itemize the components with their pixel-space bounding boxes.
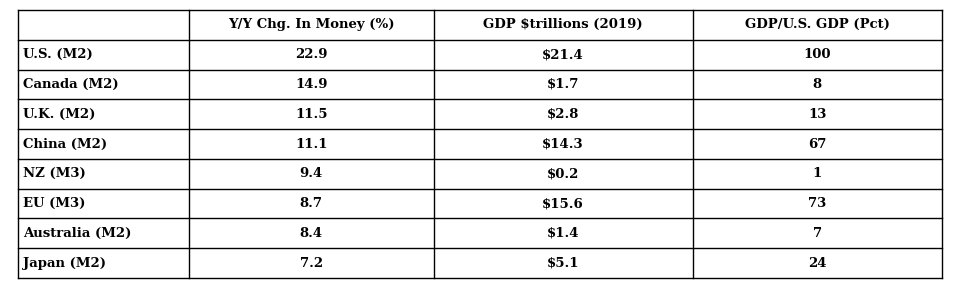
- Text: U.K. (M2): U.K. (M2): [23, 108, 95, 121]
- Text: 11.5: 11.5: [295, 108, 327, 121]
- Text: 9.4: 9.4: [300, 167, 323, 180]
- Text: 24: 24: [808, 257, 827, 270]
- Text: 100: 100: [804, 48, 831, 61]
- Text: 8: 8: [813, 78, 822, 91]
- Text: NZ (M3): NZ (M3): [23, 167, 85, 180]
- Text: 7.2: 7.2: [300, 257, 323, 270]
- Text: China (M2): China (M2): [23, 137, 108, 151]
- Text: GDP/U.S. GDP (Pct): GDP/U.S. GDP (Pct): [745, 18, 890, 31]
- Text: 11.1: 11.1: [295, 137, 327, 151]
- Text: GDP $trillions (2019): GDP $trillions (2019): [483, 18, 643, 31]
- Text: 8.7: 8.7: [300, 197, 323, 210]
- Text: Japan (M2): Japan (M2): [23, 257, 106, 270]
- Text: 73: 73: [808, 197, 827, 210]
- Text: U.S. (M2): U.S. (M2): [23, 48, 93, 61]
- Text: $14.3: $14.3: [542, 137, 584, 151]
- Text: Canada (M2): Canada (M2): [23, 78, 119, 91]
- Text: $0.2: $0.2: [547, 167, 579, 180]
- Text: 1: 1: [812, 167, 822, 180]
- Text: $21.4: $21.4: [542, 48, 584, 61]
- Text: 8.4: 8.4: [300, 227, 323, 240]
- Text: 13: 13: [808, 108, 827, 121]
- Text: Australia (M2): Australia (M2): [23, 227, 132, 240]
- Text: $5.1: $5.1: [547, 257, 580, 270]
- Text: 67: 67: [808, 137, 827, 151]
- Text: $15.6: $15.6: [542, 197, 584, 210]
- Text: 7: 7: [813, 227, 822, 240]
- Text: $1.4: $1.4: [547, 227, 580, 240]
- Text: 14.9: 14.9: [295, 78, 327, 91]
- Text: $1.7: $1.7: [547, 78, 579, 91]
- Text: EU (M3): EU (M3): [23, 197, 85, 210]
- Text: 22.9: 22.9: [295, 48, 327, 61]
- Text: Y/Y Chg. In Money (%): Y/Y Chg. In Money (%): [228, 18, 395, 31]
- Text: $2.8: $2.8: [547, 108, 579, 121]
